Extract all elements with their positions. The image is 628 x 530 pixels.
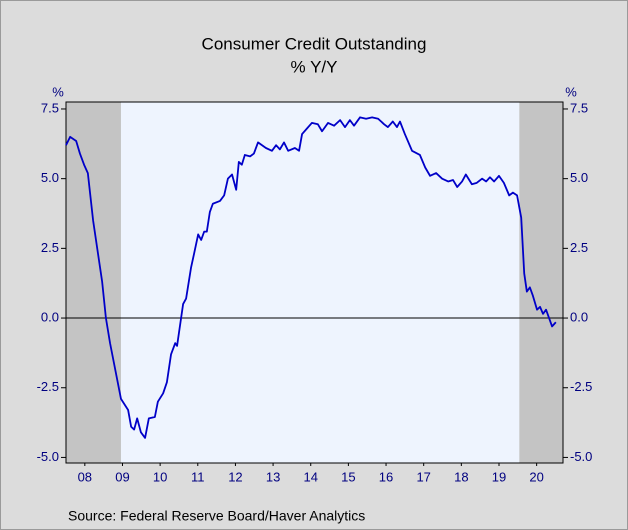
series-line <box>65 116 557 439</box>
x-tick-label: 13 <box>266 469 280 484</box>
recession-band <box>66 102 121 463</box>
x-tick-label: 08 <box>78 469 92 484</box>
y-tick-label: -2.5 <box>37 379 59 394</box>
x-tick-label: 19 <box>492 469 506 484</box>
x-tick-label: 14 <box>304 469 318 484</box>
y-tick-label: 0.0 <box>41 309 59 324</box>
x-tick-label: 17 <box>416 469 430 484</box>
y2-unit: % <box>565 84 577 99</box>
y2-tick-label: 2.5 <box>570 240 588 255</box>
chart-subtitle: % Y/Y <box>291 57 338 76</box>
x-tick-label: 15 <box>341 469 355 484</box>
x-tick-label: 18 <box>454 469 468 484</box>
x-tick-label: 20 <box>529 469 543 484</box>
y2-tick-label: 7.5 <box>570 100 588 115</box>
y2-tick-label: 0.0 <box>570 309 588 324</box>
x-tick-label: 12 <box>228 469 242 484</box>
y-tick-label: 7.5 <box>41 100 59 115</box>
x-tick-label: 10 <box>153 469 167 484</box>
plot-frame <box>65 101 564 464</box>
y-tick-label: -5.0 <box>37 449 59 464</box>
y-tick-label: 2.5 <box>41 240 59 255</box>
x-tick-label: 09 <box>115 469 129 484</box>
plot-area <box>66 102 563 463</box>
y-tick-label: 5.0 <box>41 170 59 185</box>
y-unit: % <box>52 84 64 99</box>
x-tick-label: 16 <box>379 469 393 484</box>
recession-band <box>519 102 563 463</box>
y2-tick-label: -2.5 <box>570 379 592 394</box>
x-tick-label: 11 <box>191 469 205 484</box>
y2-tick-label: 5.0 <box>570 170 588 185</box>
y2-tick-label: -5.0 <box>570 449 592 464</box>
source: Source: Federal Reserve Board/Haver Anal… <box>68 508 365 524</box>
chart-title: Consumer Credit Outstanding <box>202 34 427 53</box>
